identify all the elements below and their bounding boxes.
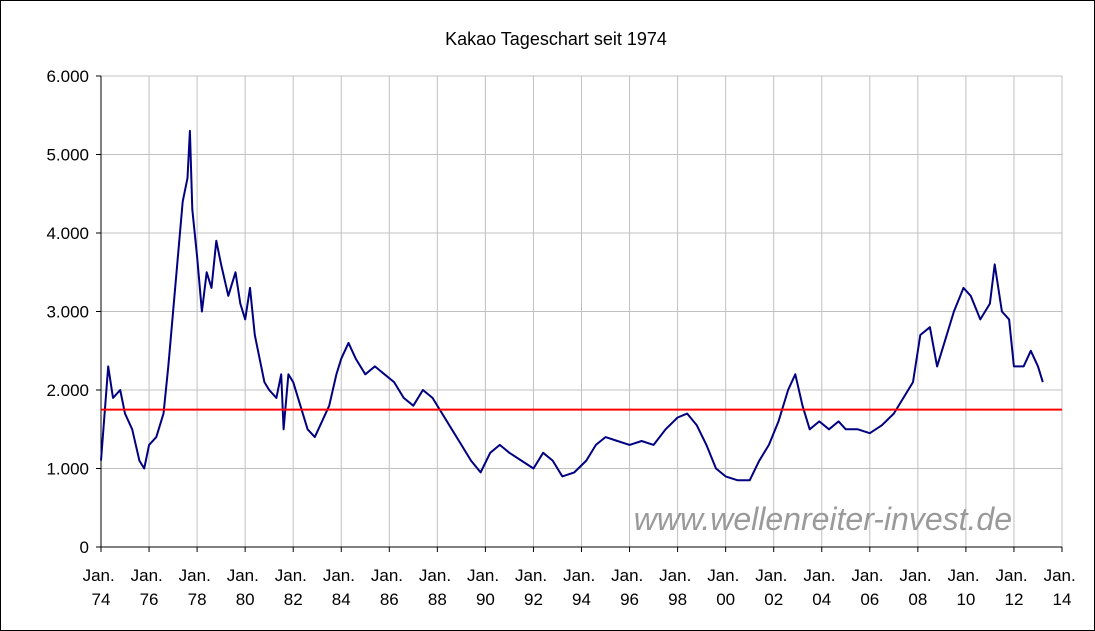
x-tick-label: Jan. 80 [227, 566, 264, 609]
price-line [100, 129, 1044, 482]
y-tick-label: 4.000 [46, 224, 89, 243]
x-tick-label: Jan. 10 [947, 566, 984, 609]
x-tick-label: Jan. 04 [803, 566, 840, 609]
y-tick-label: 1.000 [46, 460, 89, 479]
x-tick-label: Jan. 84 [323, 566, 360, 609]
x-tick-label: Jan. 74 [83, 566, 120, 609]
x-tick-label: Jan. 90 [467, 566, 504, 609]
x-tick-label: Jan. 76 [131, 566, 168, 609]
x-tick-label: Jan. 78 [179, 566, 216, 609]
x-tick-label: Jan. 94 [563, 566, 600, 609]
y-tick-label: 5.000 [46, 146, 89, 165]
y-tick-label: 2.000 [46, 381, 89, 400]
x-tick-label: Jan. 02 [755, 566, 792, 609]
watermark: www.wellenreiter-invest.de [634, 501, 1012, 537]
x-tick-label: Jan. 14 [1044, 566, 1081, 609]
y-tick-label: 0 [80, 538, 89, 557]
chart-title: Kakao Tageschart seit 1974 [445, 29, 667, 49]
x-tick-label: Jan. 86 [371, 566, 408, 609]
y-tick-label: 3.000 [46, 303, 89, 322]
x-tick-label: Jan. 06 [851, 566, 888, 609]
x-tick-label: Jan. 92 [515, 566, 552, 609]
x-tick-label: Jan. 96 [611, 566, 648, 609]
x-tick-label: Jan. 08 [899, 566, 936, 609]
x-tick-label: Jan. 12 [996, 566, 1033, 609]
x-tick-label: Jan. 98 [659, 566, 696, 609]
x-tick-label: Jan. 82 [275, 566, 312, 609]
x-tick-label: Jan. 88 [419, 566, 456, 609]
y-tick-label: 6.000 [46, 67, 89, 86]
x-tick-label: Jan. 00 [707, 566, 744, 609]
